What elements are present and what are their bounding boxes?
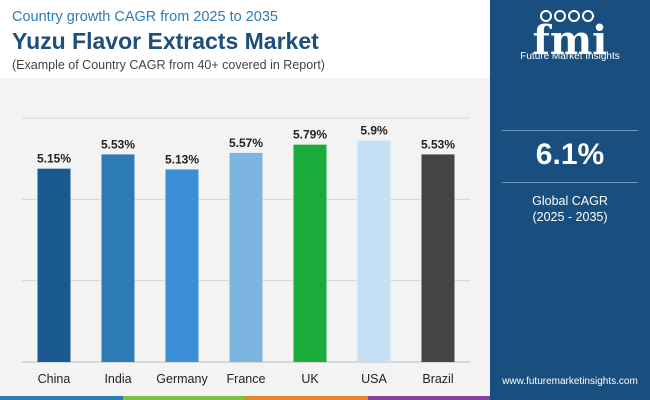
logo-ornament-icon — [554, 10, 566, 22]
chart-area: 5.15% China 5.53% India 5.13% Germany 5.57% Fra… — [0, 78, 490, 400]
logo-tagline: Future Market Insights — [520, 51, 620, 62]
data-label: 5.57% — [229, 136, 263, 150]
sidebar: fmi Future Market Insights 6.1% Global C… — [490, 0, 650, 400]
x-tick-label: Germany — [156, 372, 208, 386]
x-tick-label: India — [104, 372, 131, 386]
x-tick-label: China — [38, 372, 71, 386]
website-link[interactable]: www.futuremarketinsights.com — [502, 376, 638, 387]
bar-france — [229, 152, 263, 362]
data-label: 5.79% — [293, 128, 327, 142]
data-label: 5.53% — [421, 137, 455, 151]
global-cagr-value: 6.1% — [535, 138, 605, 171]
divider — [502, 182, 638, 183]
logo-ornament-icon — [582, 10, 594, 22]
logo-ornament-icon — [540, 10, 552, 22]
data-label: 5.15% — [37, 152, 71, 166]
stripe-segment — [0, 396, 123, 400]
bar-usa — [357, 140, 391, 362]
bar-china — [37, 168, 71, 362]
data-label: 5.9% — [360, 124, 388, 138]
bar-germany — [165, 169, 199, 362]
bar-india — [101, 154, 135, 362]
data-label: 5.53% — [101, 137, 135, 151]
x-tick-label: Brazil — [422, 372, 453, 386]
bar-brazil — [421, 154, 455, 362]
fmi-logo: fmi — [533, 10, 608, 64]
chart-title: Yuzu Flavor Extracts Market — [12, 28, 319, 54]
stripe-segment — [122, 396, 245, 400]
chart-subtitle: Country growth CAGR from 2025 to 2035 — [12, 9, 278, 25]
global-cagr-range: (2025 - 2035) — [532, 210, 608, 224]
x-tick-label: UK — [301, 372, 319, 386]
bottom-stripe — [0, 396, 490, 400]
logo-wordmark: fmi — [533, 17, 608, 64]
bar-chart: 5.15% China 5.53% India 5.13% Germany 5.57% Fra… — [22, 117, 470, 386]
divider — [502, 130, 638, 131]
data-label: 5.13% — [165, 152, 199, 166]
header: Country growth CAGR from 2025 to 2035 Yu… — [12, 8, 482, 73]
logo-ornament-icon — [568, 10, 580, 22]
x-tick-label: France — [227, 372, 266, 386]
chart-note: (Example of Country CAGR from 40+ covere… — [12, 58, 325, 72]
bar-uk — [293, 144, 327, 362]
global-cagr-label: Global CAGR — [532, 194, 608, 208]
x-tick-label: USA — [361, 372, 387, 386]
stripe-segment — [367, 396, 490, 400]
stripe-segment — [245, 396, 368, 400]
